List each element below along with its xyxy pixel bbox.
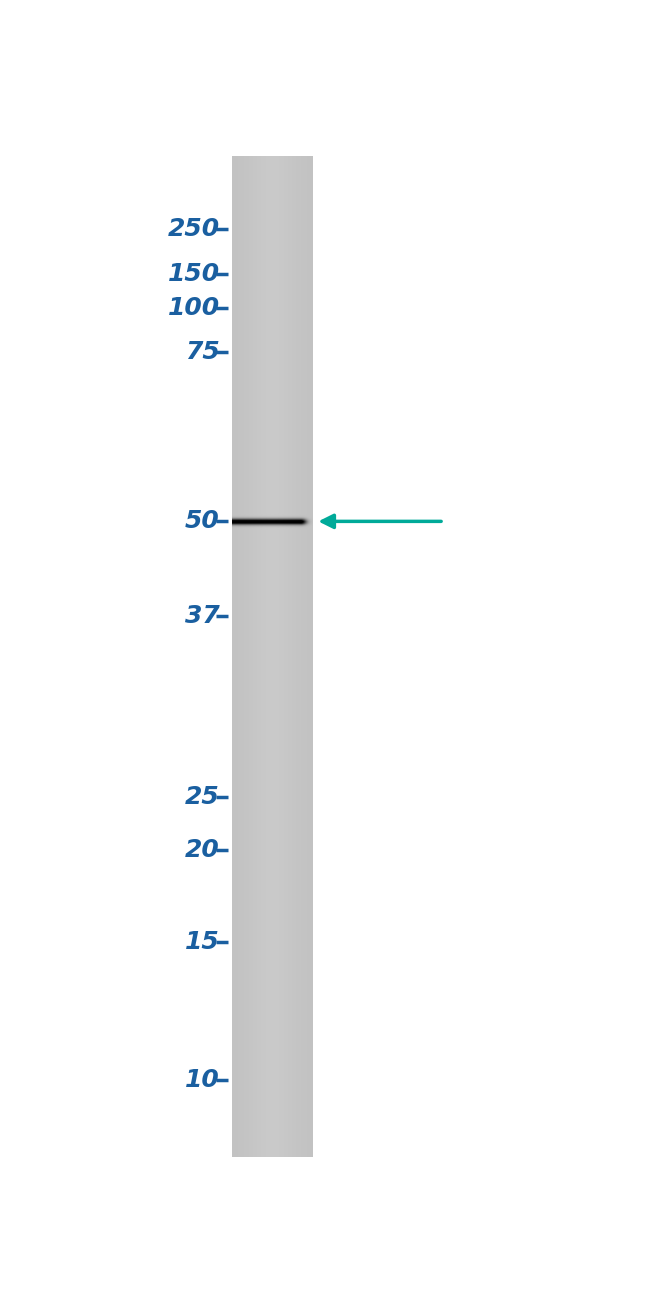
Text: 50: 50 [185,510,220,533]
Text: 25: 25 [185,785,220,809]
Text: 75: 75 [185,341,220,364]
Text: 250: 250 [168,217,220,240]
Text: 20: 20 [185,837,220,862]
Text: 100: 100 [168,296,220,320]
Text: 10: 10 [185,1067,220,1092]
Text: 150: 150 [168,263,220,286]
Text: 15: 15 [185,930,220,954]
Text: 37: 37 [185,604,220,628]
